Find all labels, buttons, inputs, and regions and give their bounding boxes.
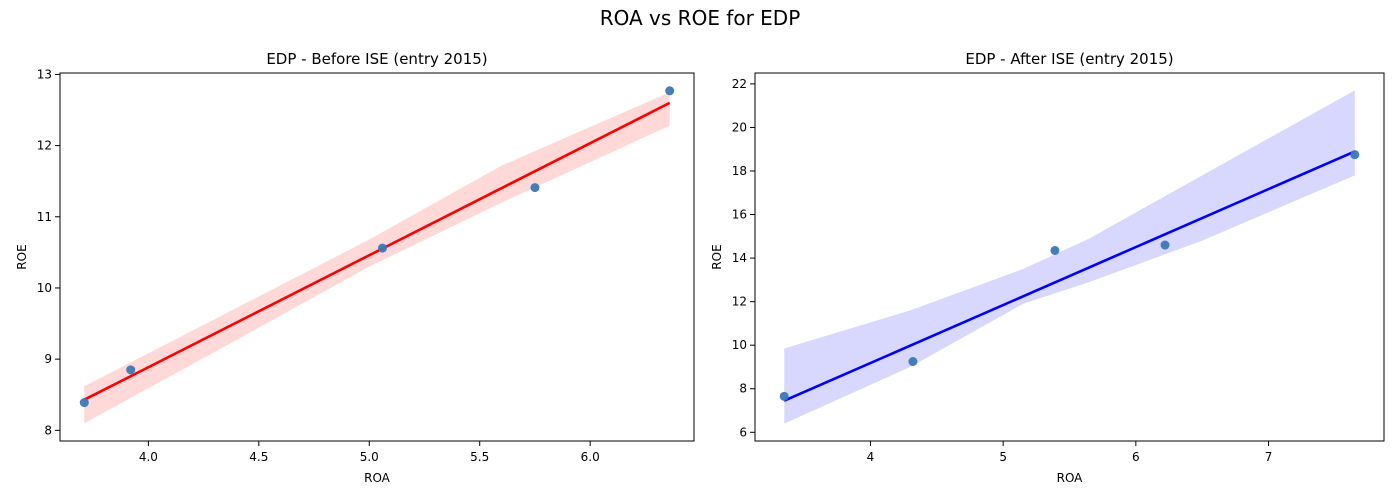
x-tick-label: 4 xyxy=(867,450,875,464)
data-point xyxy=(779,391,789,401)
x-tick-label: 6.0 xyxy=(581,450,600,464)
x-tick-label: 5.5 xyxy=(470,450,489,464)
chart-before-ise: EDP - Before ISE (entry 2015) 4.0 4.5 5.0 5.… xyxy=(15,50,695,485)
data-point xyxy=(1160,240,1170,250)
data-point xyxy=(378,243,388,253)
figure-title: ROA vs ROE for EDP xyxy=(599,6,801,30)
data-point xyxy=(908,357,918,367)
y-tick-label: 12 xyxy=(37,139,52,153)
y-tick-label: 8 xyxy=(739,382,747,396)
x-tick-label: 4.0 xyxy=(139,450,158,464)
chart-title: EDP - After ISE (entry 2015) xyxy=(965,50,1173,68)
y-tick-label: 18 xyxy=(732,164,747,178)
confidence-band xyxy=(84,92,670,424)
regression-line xyxy=(83,101,671,401)
confidence-band xyxy=(784,90,1355,424)
y-tick-label: 9 xyxy=(44,352,52,366)
plot-frame xyxy=(59,72,695,442)
regression-line xyxy=(783,150,1356,402)
x-tick-label: 5 xyxy=(999,450,1007,464)
y-tick-label: 13 xyxy=(37,67,52,81)
x-tick-label: 5.0 xyxy=(360,450,379,464)
x-tick-label: 6 xyxy=(1132,450,1140,464)
y-axis-label: ROE xyxy=(15,244,29,269)
y-tick-label: 6 xyxy=(739,425,747,439)
y-tick-label: 14 xyxy=(732,251,747,265)
x-axis-label: ROA xyxy=(364,471,391,485)
plot-frame xyxy=(754,72,1385,442)
y-tick-label: 16 xyxy=(732,208,747,222)
y-tick-label: 11 xyxy=(37,210,52,224)
y-tick-label: 22 xyxy=(732,77,747,91)
chart-after-ise: EDP - After ISE (entry 2015) 4 5 6 7 6 8 10 12 14… xyxy=(710,50,1385,485)
chart-title: EDP - Before ISE (entry 2015) xyxy=(266,50,487,68)
y-axis-label: ROE xyxy=(710,244,724,269)
x-axis-label: ROA xyxy=(1057,471,1084,485)
y-tick-label: 10 xyxy=(732,338,747,352)
data-point xyxy=(126,365,136,375)
y-tick-label: 10 xyxy=(37,281,52,295)
y-tick-label: 8 xyxy=(44,423,52,437)
data-point xyxy=(665,86,675,96)
data-point xyxy=(530,183,540,193)
data-point xyxy=(1350,150,1360,160)
y-tick-label: 12 xyxy=(732,295,747,309)
y-tick-label: 20 xyxy=(732,120,747,134)
data-point xyxy=(1050,245,1060,255)
x-tick-label: 7 xyxy=(1265,450,1273,464)
data-point xyxy=(79,398,89,408)
x-tick-label: 4.5 xyxy=(249,450,268,464)
